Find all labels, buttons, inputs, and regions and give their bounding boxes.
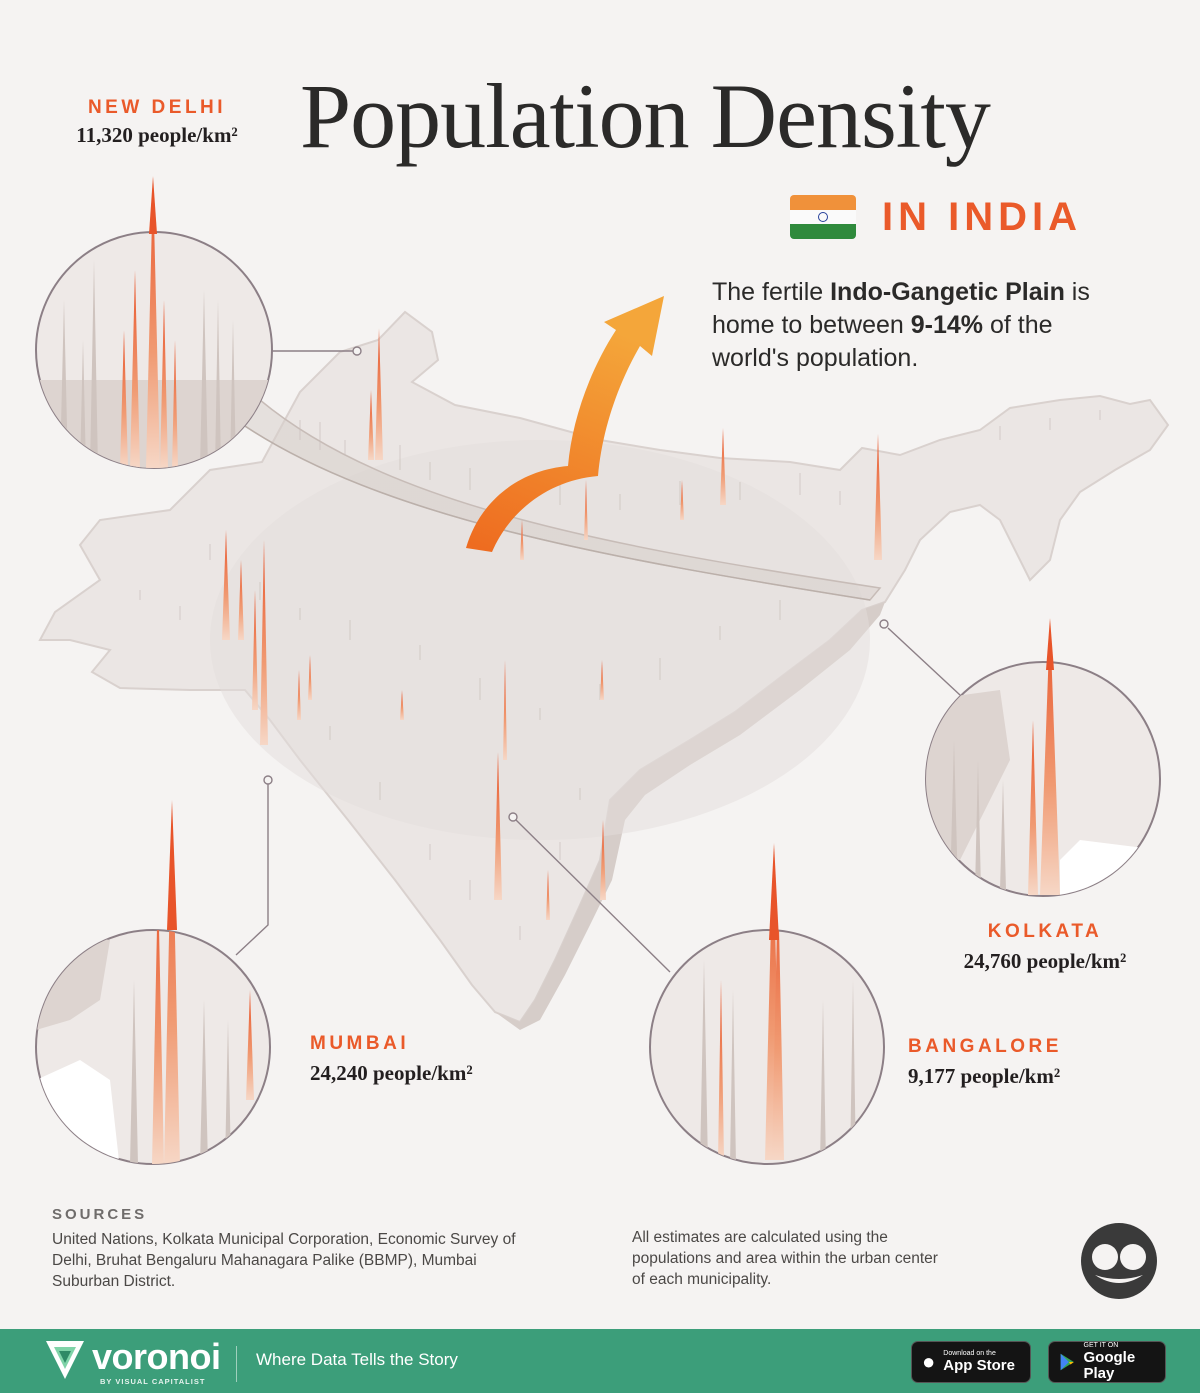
footer-divider bbox=[236, 1346, 237, 1382]
google-play-button[interactable]: GET IT ON Google Play bbox=[1048, 1341, 1166, 1383]
tagline: Where Data Tells the Story bbox=[256, 1350, 458, 1369]
city-label-new-delhi: NEW DELHI 11,320 people/km² bbox=[62, 97, 252, 148]
appstore-big: App Store bbox=[943, 1357, 1015, 1374]
density-texture bbox=[139, 410, 1101, 940]
city-label-bangalore: BANGALORE 9,177 people/km² bbox=[908, 1036, 1108, 1089]
india-flag-icon bbox=[790, 195, 856, 239]
zoom-new-delhi bbox=[35, 176, 273, 469]
city-density: 9,177 people/km² bbox=[908, 1064, 1061, 1088]
page-subtitle: IN INDIA bbox=[882, 194, 1082, 239]
connectors bbox=[235, 346, 961, 973]
visual-capitalist-logo bbox=[1081, 1223, 1157, 1299]
city-density: 24,240 people/km² bbox=[310, 1061, 473, 1085]
voronoi-logo-icon bbox=[46, 1341, 84, 1379]
zoom-kolkata bbox=[925, 618, 1161, 897]
sources-text: United Nations, Kolkata Municipal Corpor… bbox=[52, 1231, 516, 1290]
zoom-bangalore bbox=[649, 843, 885, 1165]
landmass bbox=[38, 310, 1170, 1030]
appstore-small: Download on the bbox=[943, 1350, 996, 1357]
google-play-icon bbox=[1060, 1353, 1074, 1371]
callout-text: The fertile Indo-Gangetic Plain is home … bbox=[712, 278, 1090, 372]
brand-sub: BY VISUAL CAPITALIST bbox=[100, 1377, 206, 1386]
city-density: 11,320 people/km² bbox=[76, 123, 238, 147]
zoom-mumbai bbox=[35, 800, 271, 1165]
city-name: MUMBAI bbox=[310, 1033, 410, 1054]
gplay-small: GET IT ON bbox=[1083, 1342, 1119, 1349]
city-name: BANGALORE bbox=[908, 1036, 1062, 1057]
density-spikes bbox=[222, 328, 882, 920]
city-label-mumbai: MUMBAI 24,240 people/km² bbox=[310, 1033, 520, 1086]
callout-arrow bbox=[466, 296, 664, 552]
apple-icon: ● bbox=[922, 1349, 936, 1374]
city-label-kolkata: KOLKATA 24,760 people/km² bbox=[940, 921, 1150, 974]
city-density: 24,760 people/km² bbox=[963, 949, 1127, 973]
gplay-big: Google Play bbox=[1083, 1349, 1136, 1382]
page-title: Population Density bbox=[300, 65, 991, 167]
city-name: KOLKATA bbox=[987, 921, 1103, 942]
methodology-note: All estimates are calculated using the p… bbox=[632, 1229, 938, 1288]
app-store-button[interactable]: ● Download on the App Store bbox=[911, 1341, 1031, 1383]
subtitle-row: IN INDIA bbox=[790, 192, 1082, 242]
brand-name: voronoi bbox=[92, 1336, 221, 1377]
city-name: NEW DELHI bbox=[87, 97, 227, 118]
sources-heading: SOURCES bbox=[52, 1206, 148, 1223]
